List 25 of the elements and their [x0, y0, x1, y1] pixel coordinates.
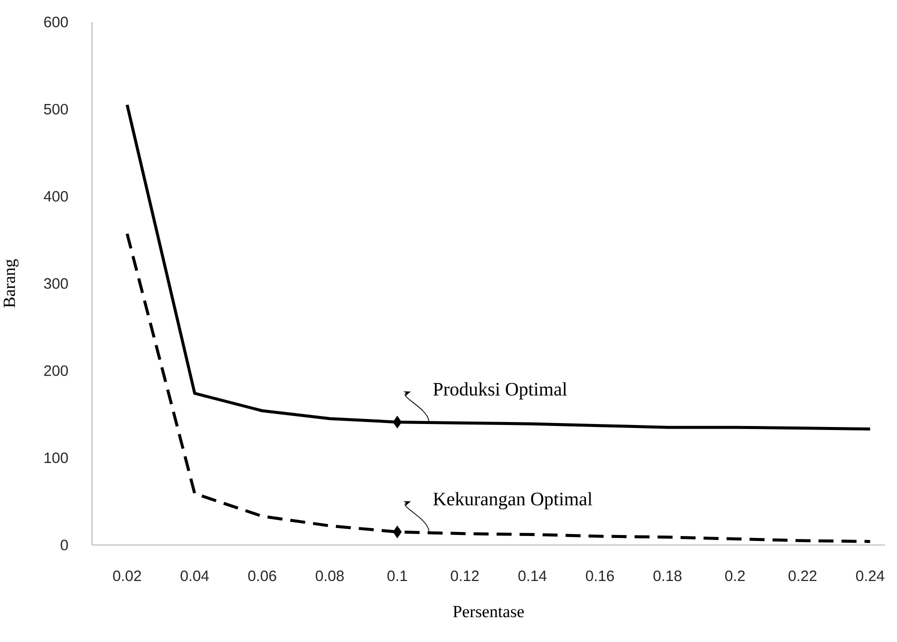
line-series	[126, 103, 872, 431]
x-tick-label: 0.2	[725, 570, 745, 582]
x-tick-label: 0.04	[180, 570, 209, 582]
y-tick-label: 100	[44, 452, 68, 464]
y-tick-label: 200	[44, 365, 68, 376]
annotation: Kekurangan Optimal	[433, 492, 592, 510]
x-axis-title: Persentase	[453, 606, 524, 618]
x-tick-label: 0.16	[586, 570, 614, 582]
x-tick-label: 0.24	[856, 570, 884, 582]
x-tick-label: 0.06	[248, 570, 276, 582]
x-tick-label: 0.22	[788, 570, 816, 582]
x-tick-label: 0.14	[518, 570, 547, 582]
x-tick-label: 0.02	[113, 570, 141, 582]
x-tick-label: 0.12	[450, 570, 479, 582]
annotation: Produksi Optimal	[433, 382, 567, 400]
x-tick-label: 0.18	[653, 570, 682, 582]
x-tick-label: 0.1	[387, 570, 408, 582]
y-tick-label: 0	[60, 540, 68, 550]
y-tick-label: 500	[44, 104, 68, 114]
y-tick-label: 400	[44, 191, 68, 202]
x-tick-label: 0.08	[316, 570, 344, 582]
y-tick-label: 300	[44, 278, 68, 289]
line-series	[126, 232, 872, 543]
y-axis-title: Barang	[4, 259, 19, 308]
y-tick-label: 600	[44, 16, 68, 28]
